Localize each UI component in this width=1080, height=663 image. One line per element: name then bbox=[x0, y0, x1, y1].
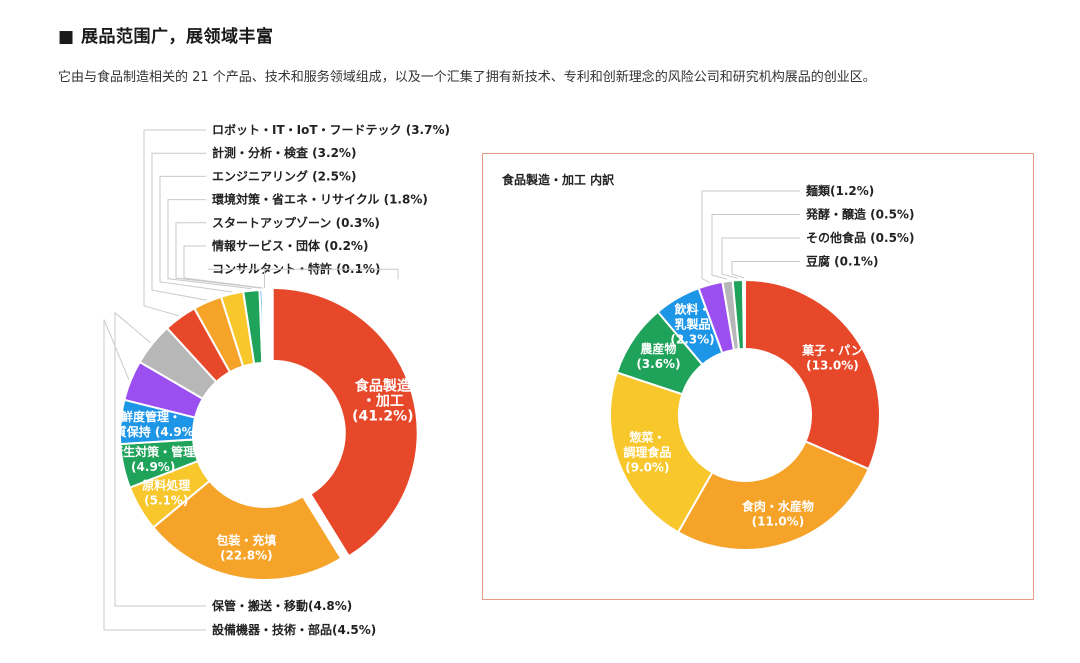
main-legend-9: エンジニアリング (2.5%) bbox=[212, 168, 356, 183]
main-legend-10: 環境対策・省エネ・リサイクル (1.8%) bbox=[212, 192, 428, 207]
main-inner-label-4: 鮮度管理・ bbox=[121, 409, 181, 424]
main-inner-label-2: 原料処理 bbox=[142, 477, 190, 492]
main-inner-label-2: (5.1%) bbox=[144, 493, 188, 507]
main-legend-11: スタートアップゾーン (0.3%) bbox=[212, 215, 380, 230]
main-slice-0 bbox=[271, 286, 419, 558]
main-leader-10 bbox=[167, 199, 252, 290]
main-leader-5 bbox=[103, 319, 206, 631]
main-inner-label-4: 品質保持 (4.9%) bbox=[103, 424, 199, 439]
main-legend-12: 情報サービス・団体 (0.2%) bbox=[212, 238, 368, 253]
main-leader-11 bbox=[175, 222, 261, 289]
main-leader-6 bbox=[114, 311, 206, 607]
main-leader-13 bbox=[208, 268, 399, 280]
main-legend-7: ロボット・IT・IoT・フードテック (3.7%) bbox=[212, 122, 450, 137]
main-slice-1 bbox=[151, 479, 343, 581]
section-heading: ■ 展品范围广，展领域丰富 bbox=[58, 27, 274, 47]
main-inner-label-1: (22.8%) bbox=[220, 548, 273, 562]
main-inner-label-0: (41.2%) bbox=[352, 409, 413, 425]
main-inner-label-0: 食品製造 bbox=[355, 378, 411, 395]
main-inner-label-3: 衛生対策・管理 bbox=[110, 444, 195, 459]
breakdown-callout-box bbox=[482, 153, 1034, 600]
main-slice-13 bbox=[263, 288, 266, 365]
section-description: 它由与食品制造相关的 21 个产品、技术和服务领域组成，以及一个汇集了拥有新技术… bbox=[58, 70, 876, 85]
main-leader-7 bbox=[143, 129, 206, 317]
main-inner-label-0: ・加工 bbox=[362, 394, 404, 410]
main-leader-8 bbox=[151, 152, 207, 301]
main-legend-8: 計測・分析・検査 (3.2%) bbox=[212, 145, 356, 160]
main-legend-6: 保管・搬送・移動(4.8%) bbox=[211, 598, 352, 613]
main-leader-9 bbox=[159, 175, 232, 293]
main-legend-5: 設備機器・技術・部品(4.5%) bbox=[212, 622, 376, 637]
main-inner-label-1: 包装・充填 bbox=[215, 532, 276, 547]
main-leader-12 bbox=[183, 245, 264, 289]
main-inner-label-3: (4.9%) bbox=[131, 460, 175, 474]
